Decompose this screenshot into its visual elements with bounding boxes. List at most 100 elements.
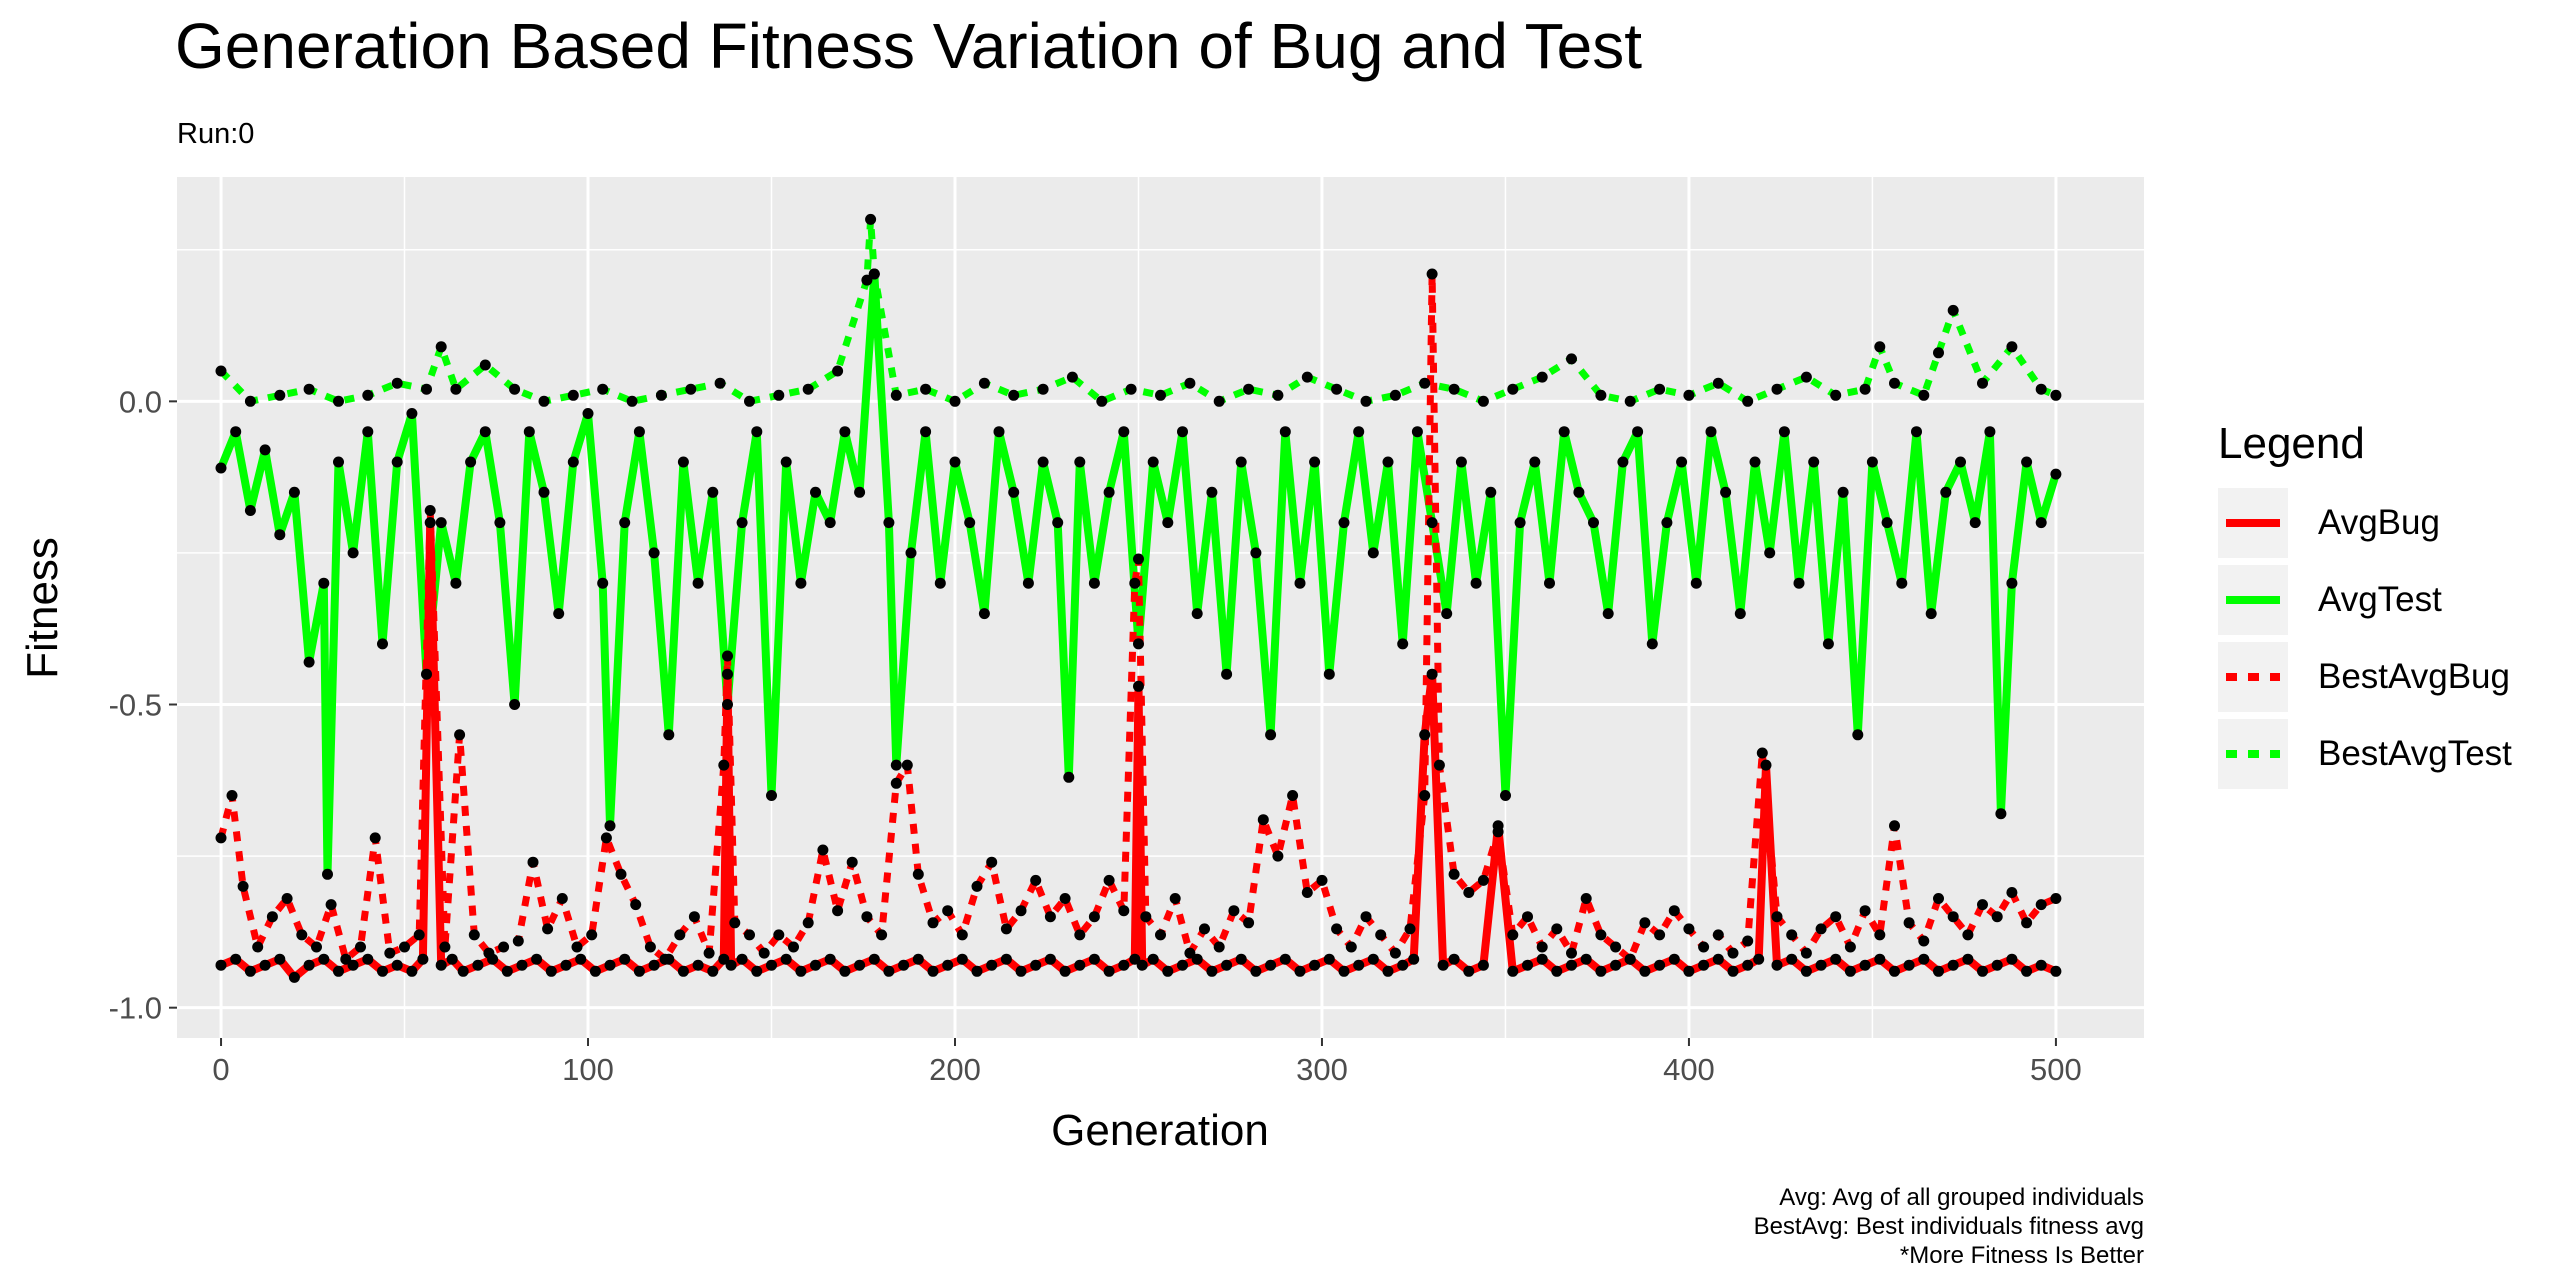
data-point-avgbug <box>333 965 344 977</box>
data-point-avgtest <box>494 517 506 529</box>
data-point-avgtest <box>1881 517 1893 529</box>
data-point-bestavgtest <box>2035 383 2047 395</box>
data-point-bestavgbug <box>556 893 568 904</box>
data-point-avgbug <box>501 965 513 977</box>
data-point-avgtest <box>934 577 946 589</box>
data-point-avgtest <box>604 820 616 832</box>
data-point-avgbug <box>1522 959 1533 971</box>
data-point-bestavgtest <box>1448 383 1460 395</box>
data-point-bestavgtest <box>1947 304 1959 316</box>
data-point-bestavgtest <box>1037 383 1049 395</box>
data-point-bestavgtest <box>479 359 491 371</box>
data-point-avgbug <box>259 959 271 971</box>
data-point-bestavgbug <box>674 929 686 941</box>
data-point-avgtest <box>1661 517 1673 529</box>
data-point-avgbug <box>1408 953 1420 965</box>
data-point-bestavgbug <box>718 759 730 771</box>
data-point-avgtest <box>2050 468 2062 480</box>
data-point-bestavgbug <box>1874 929 1886 941</box>
data-point-avgtest <box>1455 456 1467 468</box>
data-point-bestavgbug <box>1360 911 1372 923</box>
data-point-bestavgbug <box>1639 917 1651 929</box>
data-point-bestavgbug <box>729 917 741 929</box>
data-point-bestavgbug <box>1129 577 1141 589</box>
data-point-avgbug <box>1162 965 1174 977</box>
data-point-bestavgtest <box>1360 395 1372 407</box>
data-point-avgbug <box>1786 953 1798 965</box>
data-point-avgtest <box>274 529 286 541</box>
data-point-avgbug <box>1977 965 1988 977</box>
data-point-avgtest <box>479 426 491 438</box>
y-axis-label: Fitness <box>18 537 67 679</box>
chart-title: Generation Based Fitness Variation of Bu… <box>175 10 1642 82</box>
data-point-bestavgtest <box>1155 389 1166 401</box>
x-axis-label: Generation <box>1051 1106 1269 1155</box>
data-point-bestavgbug <box>659 953 671 965</box>
data-point-bestavgbug <box>876 929 888 941</box>
data-point-avgbug <box>318 953 330 965</box>
data-point-bestavgbug <box>252 941 264 953</box>
data-point-bestavgbug <box>1786 929 1798 941</box>
data-point-bestavgbug <box>468 929 480 941</box>
caption: Avg: Avg of all grouped individuals Best… <box>1754 1184 2144 1269</box>
data-point-bestavgbug <box>615 868 627 880</box>
data-point-avgbug <box>1147 953 1159 965</box>
data-point-bestavgbug <box>1404 923 1416 935</box>
data-point-avgbug <box>1536 953 1548 965</box>
data-point-avgtest <box>736 517 748 529</box>
data-point-avgbug <box>1463 965 1475 977</box>
data-point-bestavgbug <box>1595 929 1607 941</box>
data-point-avgbug <box>854 959 866 971</box>
data-point-avgtest <box>465 456 477 468</box>
data-point-bestavgbug <box>424 505 436 516</box>
data-point-bestavgbug <box>986 856 998 868</box>
data-point-bestavgtest <box>450 383 462 395</box>
data-point-avgtest <box>1063 771 1075 783</box>
data-point-bestavgtest <box>1213 395 1225 407</box>
data-point-bestavgtest <box>274 389 286 401</box>
data-point-avgbug <box>1044 953 1056 965</box>
data-point-bestavgbug <box>1771 911 1783 923</box>
data-point-bestavgtest <box>1624 395 1636 407</box>
data-point-avgtest <box>1617 456 1629 468</box>
data-point-bestavgtest <box>1389 389 1401 401</box>
data-point-avgtest <box>2021 456 2033 468</box>
data-point-avgbug <box>1859 959 1871 971</box>
data-point-avgtest <box>1793 577 1805 589</box>
data-point-bestavgtest <box>1536 371 1548 383</box>
data-point-avgbug <box>1294 965 1306 977</box>
data-point-bestavgbug <box>744 929 755 941</box>
data-point-avgtest <box>1382 456 1394 468</box>
data-point-avgtest <box>648 547 660 559</box>
data-point-bestavgtest <box>626 395 638 407</box>
data-point-avgbug <box>619 953 631 965</box>
data-point-avgtest <box>824 517 836 529</box>
data-point-avgtest <box>509 699 521 710</box>
x-tick-label: 500 <box>2030 1052 2082 1087</box>
data-point-avgtest <box>1734 608 1746 620</box>
data-point-avgbug <box>1265 959 1277 971</box>
data-point-avgtest <box>597 577 609 589</box>
data-point-bestavgtest <box>655 389 667 401</box>
data-point-avgtest <box>2035 517 2047 529</box>
data-point-avgbug <box>1668 953 1680 965</box>
data-point-avgbug <box>2050 965 2062 977</box>
data-point-bestavgtest <box>2006 341 2018 353</box>
data-point-avgbug <box>1309 959 1321 971</box>
data-point-bestavgbug <box>1463 887 1475 898</box>
data-point-avgtest <box>1250 547 1262 559</box>
data-point-bestavgtest <box>567 389 579 401</box>
data-point-avgtest <box>1221 668 1233 680</box>
data-point-bestavgtest <box>597 383 609 395</box>
data-point-avgbug <box>1177 959 1188 971</box>
data-point-avgtest <box>377 638 388 650</box>
data-point-avgbug <box>971 965 983 977</box>
data-point-avgtest <box>1866 456 1878 468</box>
data-point-bestavgbug <box>1118 905 1130 917</box>
data-point-bestavgbug <box>758 947 770 959</box>
data-point-avgtest <box>751 426 763 438</box>
data-point-avgbug <box>1610 959 1622 971</box>
data-point-avgtest <box>362 426 374 438</box>
data-point-avgbug <box>1250 965 1262 977</box>
data-point-avgtest <box>538 486 550 498</box>
